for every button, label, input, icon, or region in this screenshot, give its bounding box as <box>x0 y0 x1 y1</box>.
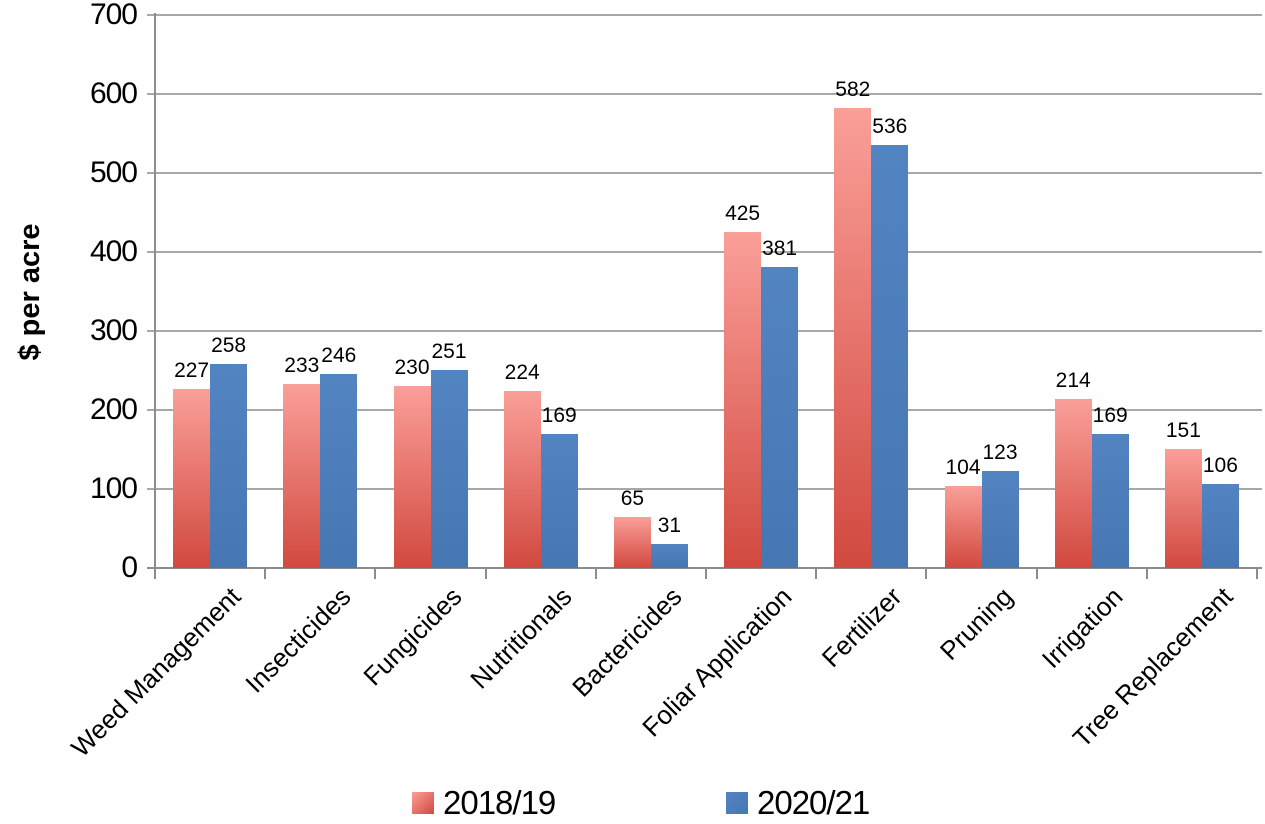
bar-2020-21-pruning <box>981 470 1019 568</box>
value-label-2020-21-fungicides: 251 <box>431 339 467 363</box>
bar-2020-21-insecticides <box>320 373 358 568</box>
bar-2018-19-fungicides <box>393 386 431 568</box>
y-axis-title: $ per acre <box>14 223 46 361</box>
value-label-2020-21-foliar-application: 381 <box>762 237 798 260</box>
value-label-2018-19-insecticides: 233 <box>284 353 320 377</box>
gridline-400 <box>147 251 1262 253</box>
value-label-2020-21-fertilizer: 536 <box>872 114 908 138</box>
x-axis-tick-9 <box>1145 568 1148 579</box>
y-tick-label-200: 200 <box>89 393 138 426</box>
value-label-2020-21-tree-replacement: 106 <box>1202 454 1238 478</box>
value-label-2018-19-tree-replacement: 151 <box>1165 418 1201 442</box>
gridline-200 <box>147 409 1262 411</box>
bar-2018-19-fertilizer <box>834 108 872 568</box>
bar-2020-21-irrigation <box>1091 434 1129 568</box>
value-label-2020-21-weed-management: 258 <box>211 334 247 358</box>
bar-2018-19-nutritionals <box>503 391 541 568</box>
bar-2018-19-insecticides <box>283 383 321 568</box>
x-axis-tick-0 <box>154 568 156 579</box>
bar-2018-19-bactericides <box>613 516 651 568</box>
value-label-2020-21-irrigation: 169 <box>1092 404 1128 428</box>
legend: 2018/19 2020/21 <box>0 784 1265 824</box>
legend-swatch-2018-19 <box>412 792 434 814</box>
value-label-2018-19-nutritionals: 224 <box>504 361 540 385</box>
gridline-300 <box>147 330 1262 332</box>
bar-2018-19-foliar-application <box>724 232 762 568</box>
legend-item-2018-19: 2018/19 <box>412 784 556 822</box>
gridline-600 <box>147 93 1262 95</box>
bar-2018-19-pruning <box>944 485 982 568</box>
value-label-2020-21-bactericides: 31 <box>657 513 682 537</box>
value-label-2018-19-irrigation: 214 <box>1055 368 1091 392</box>
x-axis-tick-6 <box>815 568 818 579</box>
bar-2020-21-nutritionals <box>540 434 578 568</box>
bar-2020-21-fungicides <box>430 369 468 568</box>
legend-label-2018-19: 2018/19 <box>443 784 556 821</box>
y-tick-label-300: 300 <box>89 314 138 347</box>
bar-2020-21-fertilizer <box>871 144 909 568</box>
x-axis-tick-7 <box>925 568 928 579</box>
x-axis-tick-8 <box>1035 568 1038 579</box>
gridline-700 <box>147 14 1262 16</box>
x-axis-tick-10 <box>1256 568 1258 579</box>
value-label-2018-19-bactericides: 65 <box>620 486 645 510</box>
bar-2018-19-tree-replacement <box>1164 448 1202 568</box>
value-label-2018-19-fungicides: 230 <box>394 356 430 380</box>
bar-2018-19-irrigation <box>1054 398 1092 568</box>
legend-label-2020-21: 2020/21 <box>757 784 870 821</box>
gridline-100 <box>147 488 1262 490</box>
legend-item-2020-21: 2020/21 <box>726 784 870 822</box>
x-axis-tick-5 <box>705 568 707 579</box>
bar-2020-21-tree-replacement <box>1201 484 1239 568</box>
y-tick-label-400: 400 <box>89 235 138 268</box>
x-axis-tick-3 <box>484 568 487 579</box>
legend-swatch-2020-21 <box>726 792 748 814</box>
bar-2020-21-bactericides <box>650 543 688 568</box>
gridline-500 <box>147 172 1262 174</box>
x-axis-tick-1 <box>264 568 267 579</box>
value-label-2018-19-weed-management: 227 <box>174 358 210 382</box>
bar-2020-21-weed-management <box>210 364 248 568</box>
y-axis-line <box>154 13 156 568</box>
bar-2020-21-foliar-application <box>761 267 799 568</box>
y-tick-label-600: 600 <box>89 77 138 110</box>
value-label-2020-21-nutritionals: 169 <box>541 404 577 428</box>
bar-2018-19-weed-management <box>173 388 211 568</box>
value-label-2020-21-insecticides: 246 <box>321 343 357 367</box>
value-label-2018-19-fertilizer: 582 <box>835 78 871 102</box>
y-tick-label-500: 500 <box>89 156 138 189</box>
value-label-2018-19-foliar-application: 425 <box>725 202 761 226</box>
y-tick-label-0: 0 <box>121 551 138 584</box>
gridline-0 <box>147 567 1262 569</box>
x-axis-tick-2 <box>374 568 377 579</box>
value-label-2020-21-pruning: 123 <box>982 440 1018 464</box>
value-label-2018-19-pruning: 104 <box>945 455 981 479</box>
x-axis-tick-4 <box>594 568 597 579</box>
y-tick-label-700: 700 <box>89 0 138 31</box>
y-tick-label-100: 100 <box>89 472 138 505</box>
